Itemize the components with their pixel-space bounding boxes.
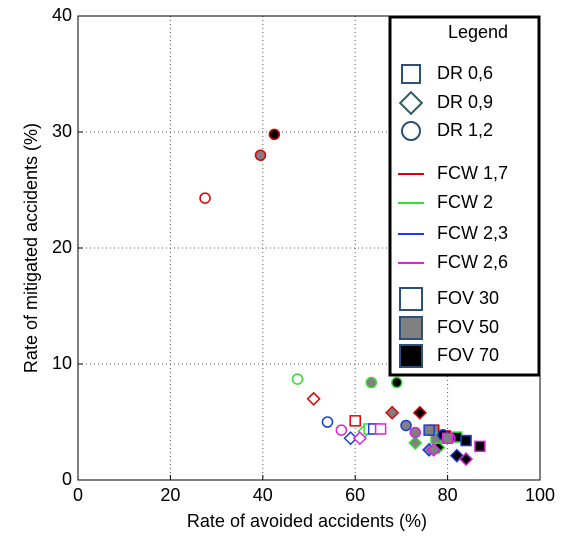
point — [460, 434, 472, 447]
legend-title: Legend — [448, 22, 508, 42]
legend-label: FOV 50 — [437, 317, 499, 337]
y-tick-label: 20 — [52, 237, 72, 257]
point — [306, 391, 321, 406]
point — [409, 426, 422, 439]
x-tick-label: 100 — [525, 485, 555, 505]
legend-marker — [399, 287, 423, 311]
legend-marker — [401, 121, 421, 141]
legend-label: FCW 2,3 — [437, 223, 508, 243]
point — [400, 419, 412, 432]
point — [385, 405, 400, 420]
x-tick-label: 0 — [73, 485, 83, 505]
x-tick-label: 20 — [160, 485, 180, 505]
point — [412, 405, 427, 420]
point — [423, 424, 435, 436]
point — [268, 128, 281, 141]
y-tick-label: 40 — [52, 5, 72, 25]
x-tick-label: 40 — [253, 485, 273, 505]
point — [426, 442, 441, 457]
legend-label: DR 0,9 — [437, 92, 493, 112]
x-tick-label: 80 — [438, 485, 458, 505]
point — [352, 431, 367, 446]
point — [343, 431, 358, 446]
legend-label: FCW 1,7 — [437, 163, 508, 183]
x-tick-label: 60 — [345, 485, 365, 505]
point — [459, 452, 474, 467]
point — [291, 373, 304, 385]
point — [335, 424, 348, 436]
legend-label: DR 1,2 — [437, 120, 493, 140]
point — [474, 440, 486, 453]
point — [365, 376, 378, 389]
legend-marker — [399, 344, 423, 368]
point — [374, 423, 387, 435]
y-tick-label: 0 — [62, 469, 72, 489]
point — [391, 376, 403, 389]
y-tick-label: 10 — [52, 353, 72, 373]
point — [321, 416, 334, 428]
legend-label: FOV 30 — [437, 288, 499, 308]
y-tick-label: 30 — [52, 121, 72, 141]
legend-marker — [399, 316, 423, 340]
legend-label: FCW 2,6 — [437, 252, 508, 272]
legend-marker — [401, 64, 421, 84]
legend-label: DR 0,6 — [437, 63, 493, 83]
point — [254, 149, 267, 161]
point — [441, 432, 454, 444]
legend-marker — [398, 90, 424, 116]
point — [199, 192, 211, 204]
point — [408, 435, 423, 450]
point — [349, 415, 361, 427]
legend-label: FOV 70 — [437, 345, 499, 365]
y-axis-label: Rate of mitigated accidents (%) — [21, 123, 41, 373]
x-axis-label: Rate of avoided accidents (%) — [187, 511, 427, 531]
legend-label: FCW 2 — [437, 192, 493, 212]
